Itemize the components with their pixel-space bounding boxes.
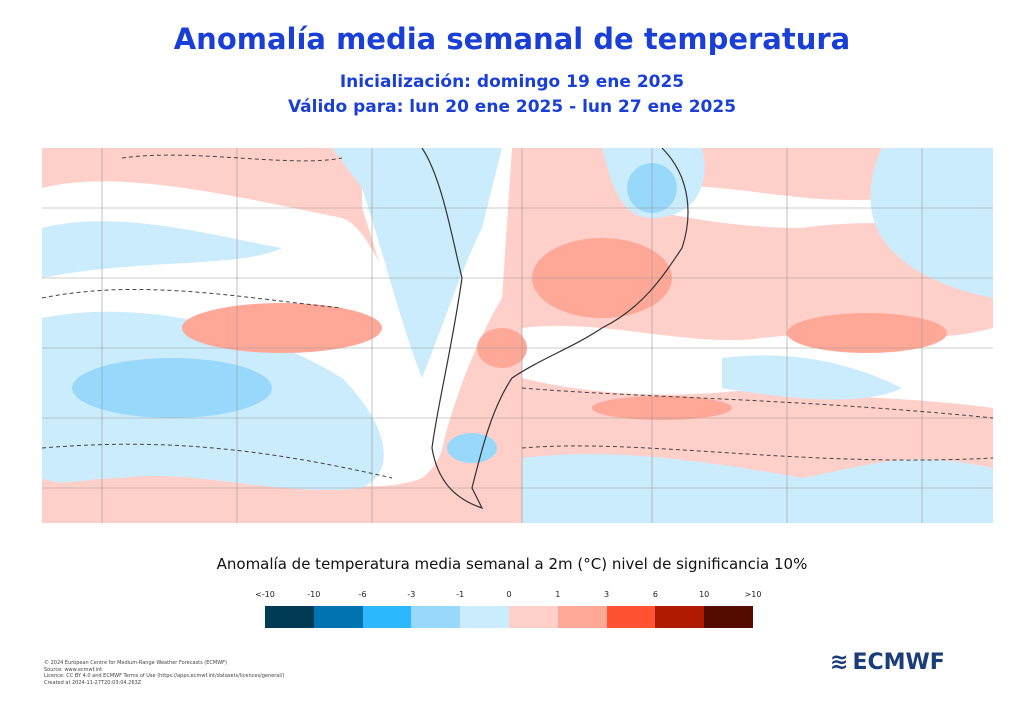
legend-swatch <box>508 606 558 628</box>
ecmwf-logo: ≋ ECMWF <box>830 650 945 675</box>
legend-tick: -6 <box>358 590 367 599</box>
legend-tick: 0 <box>506 590 512 599</box>
moderate-positive-areas <box>182 238 947 420</box>
page-title: Anomalía media semanal de temperatura <box>173 22 851 56</box>
legend-tick: -3 <box>407 590 416 599</box>
legend-tick: -10 <box>307 590 321 599</box>
coastline <box>421 148 689 510</box>
legend-swatch <box>606 606 656 628</box>
source: Source: www.ecmwf.int <box>44 666 103 673</box>
legend-swatch <box>704 606 753 628</box>
logo-text: ECMWF <box>852 650 945 675</box>
anomaly-map <box>42 148 993 523</box>
legend-swatch <box>411 606 461 628</box>
legend-tick: 10 <box>699 590 710 599</box>
color-legend: <-10 -10 -6 -3 -1 0 1 3 6 10 >10 <box>255 590 761 628</box>
legend-tick: 6 <box>652 590 658 599</box>
significance-contours <box>42 154 993 479</box>
legend-tick: -1 <box>456 590 465 599</box>
legend-swatch <box>313 606 363 628</box>
legend-swatch <box>655 606 705 628</box>
created-at: Created at 2024-11-27T20:03:04.263Z <box>44 679 142 686</box>
legend-swatch <box>362 606 412 628</box>
legend-tick: >10 <box>744 590 762 599</box>
legend-tick: 3 <box>604 590 610 599</box>
logo-icon: ≋ <box>830 650 849 675</box>
legend-swatch <box>460 606 509 628</box>
legend-tick: 1 <box>555 590 561 599</box>
footer-credits: © 2024 European Centre for Medium-Range … <box>44 660 284 686</box>
copyright: © 2024 European Centre for Medium-Range … <box>44 660 227 666</box>
licence: Licence: CC BY 4.0 and ECMWF Terms of Us… <box>44 673 285 679</box>
legend-swatch <box>265 606 314 628</box>
initialization-date: Inicialización: domingo 19 ene 2025 <box>339 72 685 92</box>
legend-title: Anomalía de temperatura media semanal a … <box>216 555 808 573</box>
grid-lines <box>42 148 993 523</box>
valid-period: Válido para: lun 20 ene 2025 - lun 27 en… <box>287 97 737 117</box>
negative-anomaly-areas <box>42 148 993 523</box>
legend-swatch <box>557 606 607 628</box>
legend-tick: <-10 <box>255 590 275 599</box>
